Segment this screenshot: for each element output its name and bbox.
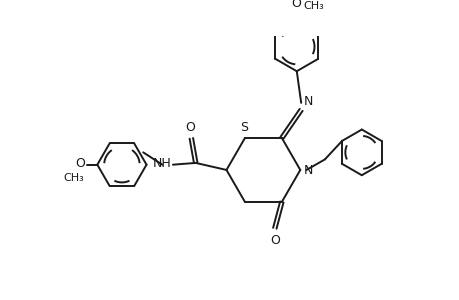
Text: NH: NH (152, 157, 171, 170)
Text: O: O (75, 157, 85, 170)
Text: S: S (240, 121, 247, 134)
Text: N: N (303, 164, 313, 177)
Text: O: O (291, 0, 300, 10)
Text: O: O (269, 233, 279, 247)
Text: CH₃: CH₃ (63, 172, 84, 183)
Text: N: N (303, 95, 313, 108)
Text: O: O (185, 121, 195, 134)
Text: CH₃: CH₃ (303, 1, 324, 10)
